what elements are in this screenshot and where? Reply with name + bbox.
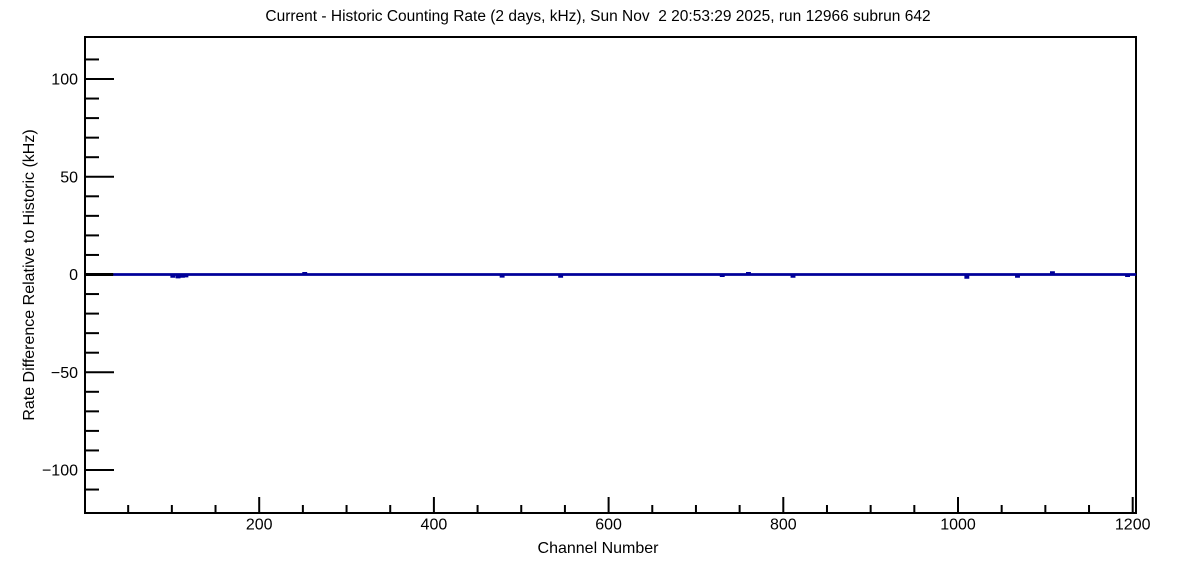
x-tick-label: 1000: [940, 516, 976, 533]
y-tick-label: −50: [51, 365, 78, 382]
chart-title: Current - Historic Counting Rate (2 days…: [265, 8, 931, 25]
x-tick-label: 1200: [1115, 516, 1151, 533]
y-axis-title: Rate Difference Relative to Historic (kH…: [21, 129, 38, 421]
x-tick-label: 200: [246, 516, 273, 533]
y-tick-label: 100: [51, 72, 78, 89]
x-tick-label: 800: [770, 516, 797, 533]
x-tick-label: 400: [421, 516, 448, 533]
x-axis-title: Channel Number: [537, 540, 659, 557]
rate-difference-series-line: [113, 271, 1137, 279]
y-tick-label: 0: [69, 267, 78, 284]
y-tick-label: 50: [60, 169, 78, 186]
y-tick-label: −100: [42, 463, 78, 480]
x-tick-label: 600: [595, 516, 622, 533]
